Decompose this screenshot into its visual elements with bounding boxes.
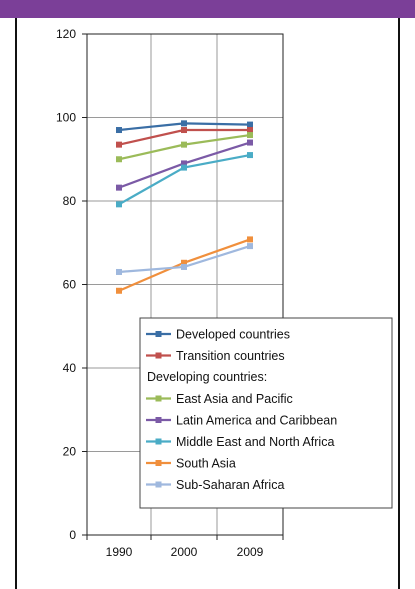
data-point <box>247 243 253 250</box>
y-tick-label: 60 <box>63 278 77 292</box>
data-point <box>247 236 253 243</box>
data-point <box>116 156 122 163</box>
data-point <box>181 127 187 134</box>
data-point <box>181 164 187 171</box>
series-latin-america-and-caribbean <box>116 139 253 191</box>
legend-swatch-marker <box>155 352 162 359</box>
data-point <box>181 141 187 148</box>
data-point <box>116 141 122 148</box>
legend-swatch-marker <box>155 395 162 402</box>
legend-box <box>139 317 393 509</box>
frame-left-border <box>15 18 17 589</box>
data-point <box>181 160 187 167</box>
legend-entry: East Asia and Pacific <box>146 392 293 406</box>
legend-entry: Transition countries <box>146 349 285 363</box>
legend-entry: Sub-Saharan Africa <box>146 478 284 492</box>
data-point <box>116 184 122 191</box>
series-middle-east-and-north-africa <box>116 152 253 208</box>
data-point <box>247 127 253 134</box>
x-tick-labels: 1990 2000 2009 <box>106 545 264 559</box>
x-tick-label: 1990 <box>106 545 133 559</box>
series-sub-saharan-africa <box>116 243 253 275</box>
data-point <box>181 259 187 266</box>
frame-right-border <box>398 18 400 589</box>
legend-swatch-marker <box>155 331 162 337</box>
series-east-asia-and-pacific <box>116 132 253 163</box>
y-tick-label: 40 <box>63 361 77 375</box>
legend-label: Developed countries <box>176 328 290 342</box>
series-south-asia <box>116 236 253 294</box>
data-point <box>181 263 187 270</box>
data-point <box>116 201 122 208</box>
legend-entry: Developed countries <box>146 328 290 342</box>
legend-swatch-marker <box>155 417 162 423</box>
data-point <box>116 268 122 275</box>
legend-swatch-marker <box>155 438 162 445</box>
series-transition-countries <box>116 127 253 148</box>
axes <box>82 33 284 540</box>
x-tick-label: 2000 <box>171 545 198 559</box>
legend-label: Sub-Saharan Africa <box>176 478 284 492</box>
data-point <box>116 127 122 134</box>
legend-label: Middle East and North Africa <box>176 435 334 449</box>
y-tick-label: 120 <box>56 27 76 41</box>
legend-entry: Middle East and North Africa <box>146 435 334 449</box>
y-tick-label: 100 <box>56 111 76 125</box>
data-point <box>247 152 253 159</box>
legend-swatch-marker <box>155 481 162 488</box>
series-developed-countries <box>116 120 253 134</box>
legend-label: East Asia and Pacific <box>176 392 293 406</box>
legend-label: South Asia <box>176 457 236 471</box>
data-point <box>247 139 253 146</box>
legend-subheading: Developing countries: <box>147 370 267 384</box>
legend-entry: Latin America and Caribbean <box>146 414 337 428</box>
series-lines <box>116 120 253 294</box>
legend-swatch-marker <box>155 460 162 466</box>
y-tick-labels: 0 20 40 60 80 100 120 <box>56 27 76 542</box>
x-tick-label: 2009 <box>237 545 264 559</box>
legend-entry: South Asia <box>146 457 236 471</box>
y-tick-label: 80 <box>63 194 77 208</box>
data-point <box>247 121 253 128</box>
y-tick-label: 0 <box>69 528 76 542</box>
legend-label: Latin America and Caribbean <box>176 414 337 428</box>
legend-label: Transition countries <box>176 349 285 363</box>
data-point <box>116 287 122 294</box>
y-tick-label: 20 <box>63 445 77 459</box>
header-band <box>0 0 415 18</box>
data-point <box>247 132 253 139</box>
legend: Developed countries Transition countries D… <box>139 317 393 509</box>
data-point <box>181 120 187 127</box>
